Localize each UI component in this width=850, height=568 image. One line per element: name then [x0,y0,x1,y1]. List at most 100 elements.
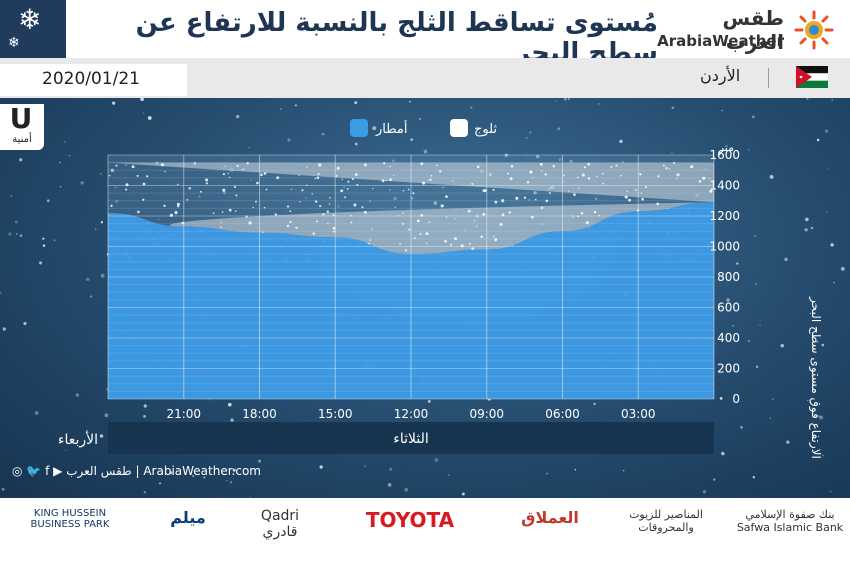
background-snowflake [34,410,39,415]
snow-band-flake [346,188,349,190]
twitter-icon[interactable]: 🐦 [26,464,42,478]
background-snowflake [68,154,71,157]
snow-band-flake [402,212,404,214]
facebook-icon[interactable]: f [45,464,50,478]
snow-band-flake [639,173,642,176]
background-snowflake [46,199,50,203]
background-snowflake [258,459,262,463]
snow-band-flake [350,214,352,217]
background-snowflake [529,131,532,134]
snow-band-flake [708,177,711,180]
x-tick-label: 15:00 [318,407,353,421]
snow-band-flake [347,180,350,183]
snow-band-flake [350,221,353,224]
background-snowflake [784,257,788,262]
background-snowflake [829,490,832,493]
background-snowflake [827,168,830,170]
country-name: الأردن [700,66,741,85]
umniah-label: أمنية [12,134,32,145]
social-links: ◎ 🐦 f ▶ طقس العرب | ArabiaWeather.com [12,464,261,478]
background-snowflake [726,298,730,302]
snow-band-flake [450,243,453,246]
instagram-icon[interactable]: ◎ [12,464,23,478]
background-snowflake [328,196,331,199]
background-snowflake [821,343,825,347]
legend-snow-label: ثلوج [474,122,497,137]
background-snowflake [125,163,128,166]
snow-band-flake [163,204,166,207]
snow-band-flake [327,222,329,225]
background-snowflake [557,127,561,130]
background-snowflake [19,234,23,238]
snow-band-flake [644,186,647,189]
snow-band-flake [222,188,226,192]
snow-band-flake [460,244,464,248]
snow-band-flake [412,192,415,195]
snow-band-flake [181,221,184,225]
snow-band-flake [413,237,416,240]
snow-band-flake [316,220,318,223]
snow-band-flake [420,214,424,217]
background-snowflake [409,100,411,103]
snow-band-flake [353,203,357,207]
snow-corner-panel: ❄ ❄ [0,0,66,58]
snow-band-flake [507,172,510,175]
snow-band-flake [480,235,483,239]
snow-band-flake [397,214,400,217]
snow-band-flake [548,192,551,194]
snow-band-flake [665,167,668,170]
background-snowflake [805,217,809,222]
snow-band-flake [494,200,498,204]
snow-band-flake [260,173,263,177]
background-snowflake [769,174,774,179]
snow-band-flake [445,195,448,198]
background-snowflake [574,468,577,471]
snow-band-flake [326,210,329,213]
snow-band-flake [319,205,322,208]
snow-band-flake [610,165,613,168]
snow-band-flake [483,189,487,192]
background-snowflake [159,482,162,485]
background-snowflake [64,449,67,452]
snow-band-flake [640,192,643,194]
background-snowflake [1,487,5,491]
background-snowflake [80,181,84,185]
snow-band-flake [314,177,317,180]
snow-band-flake [227,172,229,175]
background-snowflake [418,117,421,120]
snow-band-flake [289,220,292,224]
snow-band-flake [381,179,385,183]
x-tick-label: 18:00 [242,407,277,421]
snow-band-flake [265,188,268,191]
background-snowflake [100,221,104,224]
background-snowflake [754,234,757,237]
snow-band-flake [492,188,495,191]
snow-band-flake [235,194,238,197]
snow-band-flake [193,162,196,165]
snow-band-flake [356,183,359,186]
chart-title: مُستوى تساقط الثلج بالنسبة للارتفاع عن س… [135,8,658,68]
plot-area: 0 200 400 600 800 1000 1200 1400 1600 03:00 06:00 0… [106,148,740,421]
snow-band-flake [493,235,495,238]
snow-band-flake [587,177,591,180]
background-snowflake [731,324,734,327]
snow-band-flake [508,211,512,214]
snow-band-flake [340,189,344,193]
snow-band-flake [523,196,527,199]
snow-band-flake [361,206,364,209]
snow-band-flake [402,222,405,225]
background-snowflake [192,474,195,478]
snow-band-flake [286,224,290,228]
y-axis-title: الارتفاع فوق مستوى سطح البحر [808,296,823,459]
snow-band-flake [471,182,474,185]
background-snowflake [226,479,228,482]
background-snowflake [442,186,444,189]
snow-band-flake [228,176,231,179]
snow-band-flake [174,211,178,215]
background-snowflake [203,476,206,479]
y-tick-label: 1600 [709,148,740,162]
background-snowflake [110,168,115,173]
play-store-icon[interactable]: ▶ [53,464,63,478]
snow-band-flake [369,200,371,202]
forecast-date: 2020/01/21 [42,69,140,89]
